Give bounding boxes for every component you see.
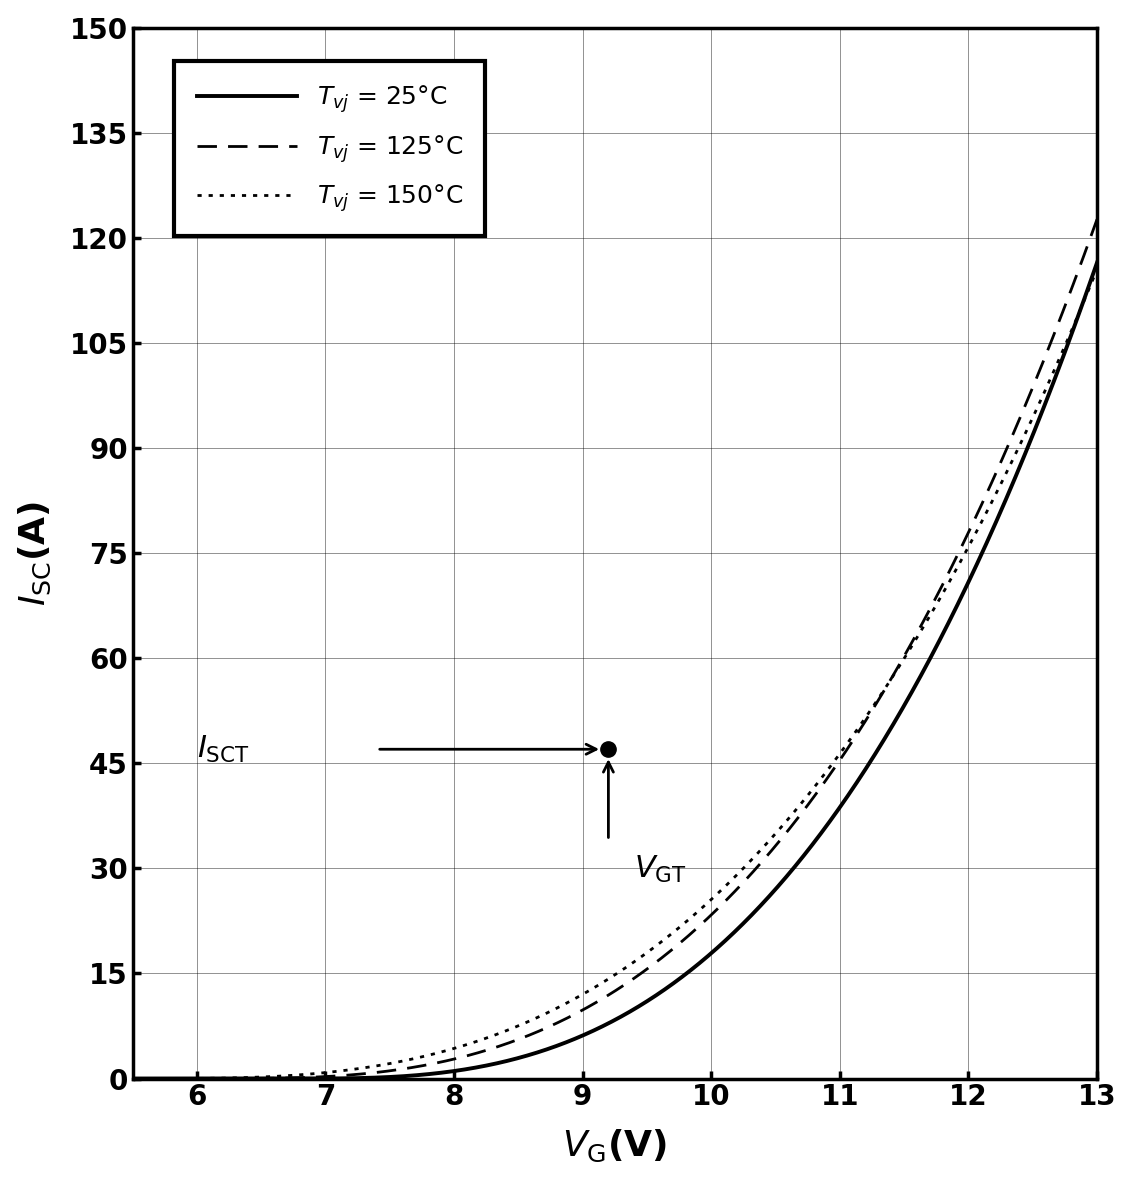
Text: $I_{\mathrm{SCT}}$: $I_{\mathrm{SCT}}$ (197, 733, 249, 765)
Text: $V_{\mathrm{GT}}$: $V_{\mathrm{GT}}$ (634, 854, 687, 886)
Y-axis label: $I_{\mathrm{SC}}$(A): $I_{\mathrm{SC}}$(A) (17, 501, 53, 606)
Legend: $T_{vj}$ = 25°C, $T_{vj}$ = 125°C, $T_{vj}$ = 150°C: $T_{vj}$ = 25°C, $T_{vj}$ = 125°C, $T_{v… (174, 61, 485, 236)
X-axis label: $V_{\mathrm{G}}$(V): $V_{\mathrm{G}}$(V) (562, 1128, 667, 1164)
